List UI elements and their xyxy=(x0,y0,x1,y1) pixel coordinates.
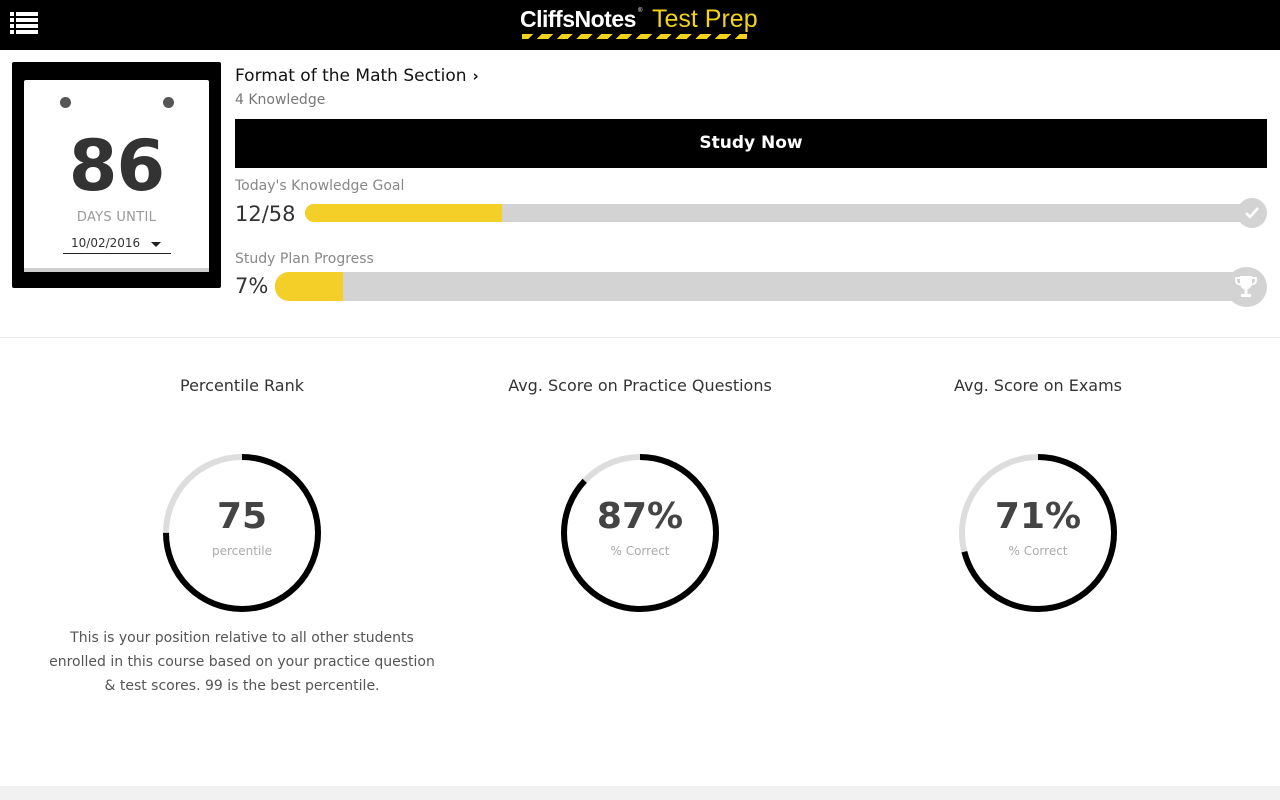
days-until-label: DAYS UNTIL xyxy=(76,210,157,225)
calendar-page-edge xyxy=(24,268,209,272)
trophy-icon xyxy=(1226,267,1267,307)
logo-product: Test Prep xyxy=(652,5,758,33)
ring-progress-arc xyxy=(959,454,1117,612)
days-remaining: 86 xyxy=(68,125,165,207)
stat-unit: percentile xyxy=(211,544,272,558)
list-menu-icon[interactable] xyxy=(8,10,40,38)
logo-brand: CliffsNotes xyxy=(520,6,636,32)
top-bar: CliffsNotes ® Test Prep xyxy=(0,0,1280,50)
exam-date-value: 10/02/2016 xyxy=(71,236,141,250)
knowledge-goal-label: Today's Knowledge Goal xyxy=(235,178,405,194)
calendar-ring-icon xyxy=(163,97,174,108)
study-plan-progress-bar xyxy=(275,272,1245,301)
footer-band xyxy=(0,786,1280,800)
section-divider xyxy=(0,337,1280,338)
stat-value: 87% xyxy=(596,496,684,537)
practice-score-ring: 87% % Correct xyxy=(559,452,721,614)
logo-registered-mark: ® xyxy=(638,8,643,14)
study-plan-label: Study Plan Progress xyxy=(235,251,374,267)
stat-title: Avg. Score on Exams xyxy=(953,376,1123,395)
stat-description: This is your position relative to all ot… xyxy=(49,630,435,694)
percentile-ring: 75 percentile xyxy=(161,452,323,614)
stat-unit: % Correct xyxy=(1008,544,1068,558)
section-subtitle: 4 Knowledge xyxy=(235,92,326,108)
stat-value: 71% xyxy=(994,496,1082,537)
knowledge-goal-progress-fill xyxy=(305,204,502,222)
study-plan-value: 7% xyxy=(235,274,269,298)
knowledge-goal-value: 12/58 xyxy=(235,202,296,226)
study-now-button[interactable]: Study Now xyxy=(235,119,1267,168)
calendar-ring-icon xyxy=(60,97,71,108)
section-title-link[interactable]: Format of the Math Section › xyxy=(235,66,479,88)
study-plan-progress-fill xyxy=(275,272,343,301)
chevron-right-icon: › xyxy=(472,67,479,85)
ring-progress-arc xyxy=(163,454,321,612)
checkmark-icon xyxy=(1237,198,1267,228)
knowledge-goal-progress-bar xyxy=(305,204,1255,222)
stat-value: 75 xyxy=(216,496,268,537)
section-title: Format of the Math Section xyxy=(235,66,467,86)
stat-unit: % Correct xyxy=(610,544,670,558)
exam-score-ring: 71% % Correct xyxy=(957,452,1119,614)
caret-down-icon xyxy=(151,242,161,247)
stat-title: Percentile Rank xyxy=(180,376,304,395)
calendar-page: 86 DAYS UNTIL 10/02/2016 xyxy=(24,80,209,270)
countdown-calendar: 86 DAYS UNTIL 10/02/2016 xyxy=(12,62,221,288)
ring-progress-arc xyxy=(561,454,719,612)
exam-date-dropdown[interactable]: 10/02/2016 xyxy=(63,234,171,254)
logo-hazard-stripe xyxy=(522,34,747,39)
stat-title: Avg. Score on Practice Questions xyxy=(508,376,772,395)
cliffsnotes-logo: CliffsNotes ® Test Prep xyxy=(520,4,760,44)
